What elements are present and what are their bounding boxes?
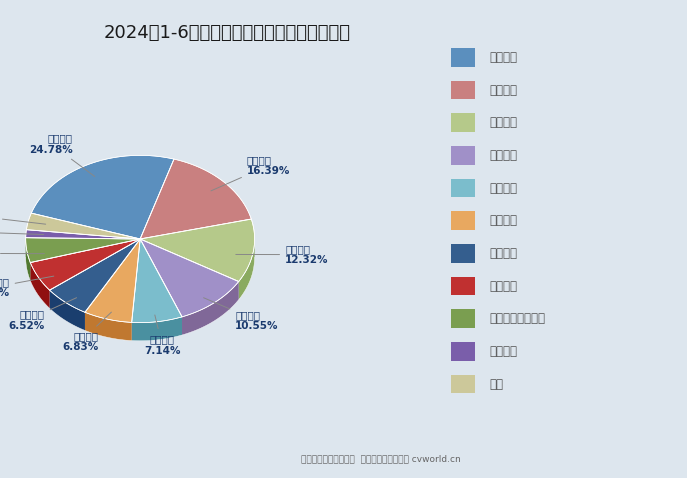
Text: 徐工汽车: 徐工汽车 <box>490 84 518 97</box>
Text: 陕汽集团: 陕汽集团 <box>490 182 518 195</box>
Polygon shape <box>182 282 238 335</box>
Polygon shape <box>26 213 140 239</box>
Text: 数据来源：交强险统计  制图：第一商用车网 cvworld.cn: 数据来源：交强险统计 制图：第一商用车网 cvworld.cn <box>300 455 460 464</box>
Text: 福田汽车
5.93%: 福田汽车 5.93% <box>0 276 54 298</box>
Polygon shape <box>30 262 49 308</box>
Text: 东风公司: 东风公司 <box>490 247 518 260</box>
Polygon shape <box>140 239 238 317</box>
FancyBboxPatch shape <box>451 309 475 328</box>
Text: 中国重汽: 中国重汽 <box>490 116 518 129</box>
FancyBboxPatch shape <box>451 375 475 393</box>
Text: 福田汽车: 福田汽车 <box>490 280 518 293</box>
Polygon shape <box>85 312 132 341</box>
Text: 中国重汽
12.32%: 中国重汽 12.32% <box>236 244 328 265</box>
Text: 三一集团: 三一集团 <box>490 51 518 64</box>
Text: 东风公司
6.52%: 东风公司 6.52% <box>9 298 76 331</box>
Polygon shape <box>32 155 174 239</box>
Polygon shape <box>25 238 140 262</box>
Polygon shape <box>25 229 140 239</box>
Text: 一汽解放: 一汽解放 <box>490 214 518 227</box>
FancyBboxPatch shape <box>451 244 475 263</box>
Polygon shape <box>49 290 85 330</box>
Polygon shape <box>140 219 255 282</box>
FancyBboxPatch shape <box>451 146 475 165</box>
Polygon shape <box>132 239 182 323</box>
FancyBboxPatch shape <box>451 113 475 132</box>
FancyBboxPatch shape <box>451 277 475 295</box>
Polygon shape <box>140 159 251 239</box>
Polygon shape <box>85 239 140 323</box>
Text: 三一集团
24.78%: 三一集团 24.78% <box>29 133 95 176</box>
Text: 北奔重汽
1.53%: 北奔重汽 1.53% <box>0 221 44 243</box>
Text: 宇通集团
10.55%: 宇通集团 10.55% <box>203 298 279 331</box>
Text: 远程新能源商用车: 远程新能源商用车 <box>490 312 546 325</box>
Polygon shape <box>238 239 255 300</box>
Polygon shape <box>132 317 182 341</box>
Text: 其他: 其他 <box>490 378 504 391</box>
Text: 2024年1-6月充电重卡品牌市场份额占比一览: 2024年1-6月充电重卡品牌市场份额占比一览 <box>103 24 350 42</box>
FancyBboxPatch shape <box>451 211 475 230</box>
FancyBboxPatch shape <box>451 48 475 67</box>
Text: 陕汽集团
7.14%: 陕汽集团 7.14% <box>144 315 180 356</box>
Polygon shape <box>30 239 140 290</box>
Text: 远程新能源商用车
4.79%: 远程新能源商用车 4.79% <box>0 243 45 264</box>
Text: 宇通集团: 宇通集团 <box>490 149 518 162</box>
Text: 其他
3.22%: 其他 3.22% <box>0 206 45 227</box>
Polygon shape <box>25 239 30 281</box>
Text: 北奔重汽: 北奔重汽 <box>490 345 518 358</box>
Text: 一汽解放
6.83%: 一汽解放 6.83% <box>63 312 111 352</box>
FancyBboxPatch shape <box>451 81 475 99</box>
FancyBboxPatch shape <box>451 342 475 361</box>
Polygon shape <box>49 239 140 312</box>
Text: 徐工汽车
16.39%: 徐工汽车 16.39% <box>211 155 290 191</box>
FancyBboxPatch shape <box>451 179 475 197</box>
